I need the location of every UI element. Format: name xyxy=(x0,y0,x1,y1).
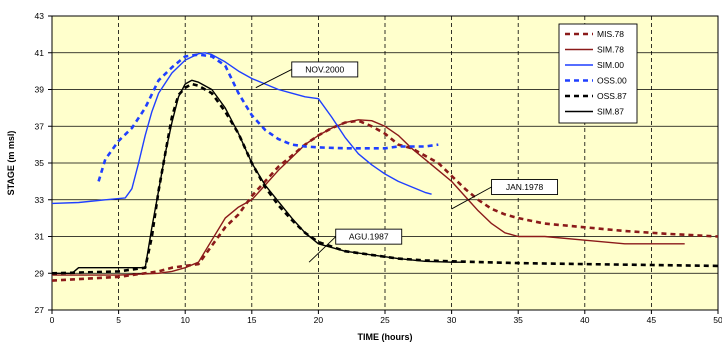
x-tick-label: 10 xyxy=(180,315,190,325)
legend-entry: SIM.87 xyxy=(597,107,624,117)
x-tick-label: 35 xyxy=(513,315,523,325)
x-tick-label: 5 xyxy=(116,315,121,325)
y-tick-label: 29 xyxy=(35,268,45,278)
legend-entry: SIM.00 xyxy=(597,60,624,70)
series-line-sim-78 xyxy=(52,119,685,276)
annotation-label: NOV.2000 xyxy=(305,64,344,74)
y-tick-label: 43 xyxy=(35,11,45,21)
annotation-box xyxy=(491,179,559,195)
annotation-label: JAN.1978 xyxy=(506,182,544,192)
x-tick-label: 15 xyxy=(247,315,257,325)
x-tick-label: 25 xyxy=(380,315,390,325)
legend-entry: OSS.87 xyxy=(597,91,627,101)
x-tick-label: 50 xyxy=(713,315,722,325)
legend-entry: MIS.78 xyxy=(597,29,624,39)
x-axis-title: TIME (hours) xyxy=(358,332,413,342)
series-line-mis-78 xyxy=(52,119,718,282)
annotation-leader xyxy=(255,69,292,89)
y-tick-label: 37 xyxy=(35,121,45,131)
annotation-box xyxy=(335,228,403,245)
series-line-sim-87 xyxy=(52,79,465,274)
legend-box xyxy=(558,23,638,124)
series-line-sim-00 xyxy=(52,52,432,205)
x-tick-label: 45 xyxy=(647,315,657,325)
y-tick-label: 31 xyxy=(35,232,45,242)
y-tick-label: 41 xyxy=(35,48,45,58)
y-tick-label: 33 xyxy=(35,195,45,205)
annotation-label: AGU.1987 xyxy=(349,232,389,242)
x-tick-label: 40 xyxy=(580,315,590,325)
y-tick-label: 27 xyxy=(35,305,45,315)
y-tick-label: 39 xyxy=(35,85,45,95)
legend-entry: OSS.00 xyxy=(597,76,627,86)
x-tick-label: 30 xyxy=(447,315,457,325)
annotation-leader xyxy=(308,236,337,263)
y-tick-label: 35 xyxy=(35,158,45,168)
annotation-leader xyxy=(451,186,492,210)
y-axis-title: STAGE (m msl) xyxy=(6,131,16,196)
x-tick-label: 0 xyxy=(50,315,55,325)
x-tick-label: 20 xyxy=(314,315,324,325)
annotation-box xyxy=(291,61,359,78)
legend-entry: SIM.78 xyxy=(597,45,624,55)
